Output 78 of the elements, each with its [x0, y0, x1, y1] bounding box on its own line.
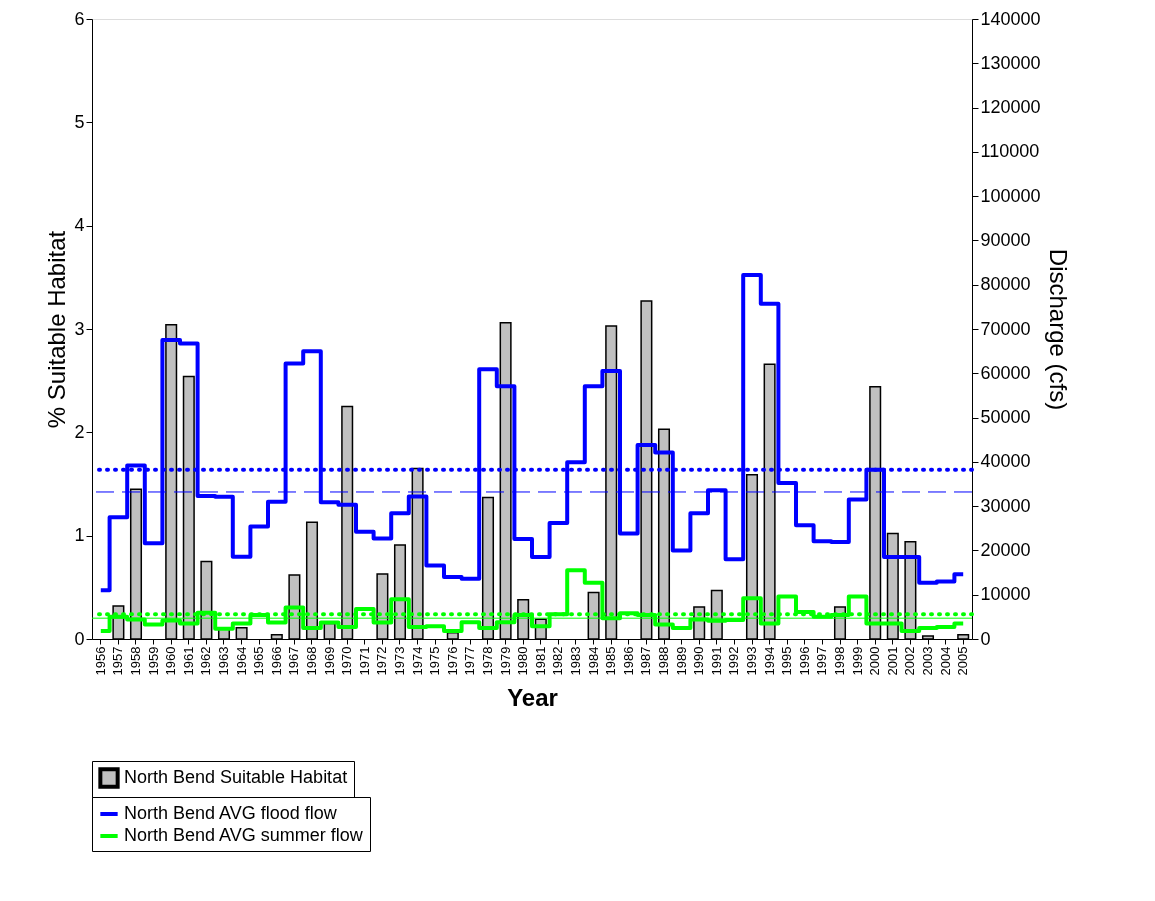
y2-tick-label: 80000	[980, 274, 1031, 295]
y2-tick-label: 20000	[980, 539, 1031, 560]
x-tick-label: 1979	[497, 646, 513, 676]
y2-tick-label: 90000	[980, 229, 1031, 250]
x-tick-label: 1968	[304, 646, 319, 676]
x-tick-label: 1989	[673, 646, 689, 676]
x-tick-label: 1996	[796, 646, 812, 676]
x-tick-label: 1969	[321, 646, 337, 676]
x-tick-label: 1995	[779, 646, 795, 676]
x-tick-label: 1961	[180, 646, 196, 676]
x-tick-label: 1994	[761, 646, 777, 676]
y2-tick-label: 40000	[980, 451, 1031, 472]
x-tick-label: 1973	[392, 646, 407, 676]
x-tick-label: 1964	[233, 646, 249, 676]
x-tick-label: 1981	[532, 646, 548, 676]
y2-tick-label: 10000	[980, 584, 1031, 605]
x-tick-label: 1984	[585, 646, 601, 676]
x-tick-label: 1976	[444, 646, 460, 676]
y2-tick-label: 70000	[980, 318, 1031, 339]
legend-label: North Bend AVG summer flow	[124, 825, 364, 845]
x-tick-label: 1972	[374, 646, 390, 676]
y2-tick-label: 140000	[980, 8, 1041, 29]
x-tick-label: 1998	[832, 646, 847, 676]
x-tick-label: 1990	[691, 646, 707, 676]
y2-tick-label: 0	[980, 628, 991, 649]
y-axis-title: % Suitable Habitat	[43, 230, 71, 429]
x-tick-label: 1974	[409, 646, 425, 676]
y-tick-label: 1	[74, 525, 85, 546]
y-tick-label: 4	[74, 215, 85, 236]
x-tick-label: 1999	[849, 646, 865, 676]
y2-tick-label: 50000	[980, 407, 1031, 428]
x-tick-label: 2002	[902, 646, 918, 676]
x-tick-label: 1962	[198, 646, 214, 676]
y2-tick-label: 60000	[980, 362, 1031, 383]
y2-tick-label: 100000	[980, 185, 1041, 206]
x-tick-label: 2000	[867, 646, 883, 676]
x-tick-label: 1993	[744, 646, 759, 676]
x-tick-label: 1978	[480, 646, 495, 676]
legend-label: North Bend Suitable Habitat	[124, 767, 348, 787]
x-tick-label: 1956	[92, 646, 108, 676]
x-tick-label: 1967	[286, 646, 302, 676]
y2-tick-label: 130000	[980, 52, 1041, 73]
y2-tick-label: 110000	[980, 141, 1040, 162]
x-tick-label: 1971	[356, 646, 372, 676]
x-tick-label: 1966	[268, 646, 284, 676]
x-tick-label: 1960	[163, 646, 179, 676]
x-tick-label: 1983	[568, 646, 583, 676]
y-tick-label: 6	[74, 8, 85, 29]
y-tick-label: 3	[74, 318, 85, 339]
x-tick-label: 1980	[515, 646, 531, 676]
x-tick-label: 1982	[550, 646, 566, 676]
x-tick-label: 1963	[216, 646, 231, 676]
y-tick-label: 5	[74, 111, 85, 132]
x-tick-label: 1970	[339, 646, 355, 676]
y-tick-label: 2	[74, 421, 85, 442]
x-tick-label: 2003	[920, 646, 935, 676]
x-tick-label: 2004	[937, 646, 953, 676]
x-tick-label: 1991	[708, 646, 724, 676]
x-tick-label: 1977	[462, 646, 478, 676]
x-tick-label: 1959	[145, 646, 161, 676]
y2-axis-title: Discharge (cfs)	[1044, 248, 1072, 411]
y-tick-label: 0	[74, 628, 85, 649]
x-tick-label: 1987	[638, 646, 654, 676]
y2-tick-label: 30000	[980, 495, 1031, 516]
x-axis-title: Year	[507, 684, 558, 712]
y2-tick-label: 120000	[980, 97, 1041, 118]
x-tick-label: 1985	[603, 646, 619, 676]
legend-label: North Bend AVG flood flow	[124, 803, 338, 823]
x-tick-label: 1992	[726, 646, 742, 676]
x-tick-label: 1958	[128, 646, 143, 676]
x-tick-label: 1986	[620, 646, 636, 676]
x-tick-label: 1975	[427, 646, 443, 676]
x-tick-label: 1997	[814, 646, 830, 676]
x-tick-label: 1957	[110, 646, 126, 676]
x-tick-label: 2005	[955, 646, 971, 676]
x-tick-label: 2001	[884, 646, 900, 676]
x-tick-label: 1988	[656, 646, 671, 676]
x-tick-label: 1965	[251, 646, 267, 676]
